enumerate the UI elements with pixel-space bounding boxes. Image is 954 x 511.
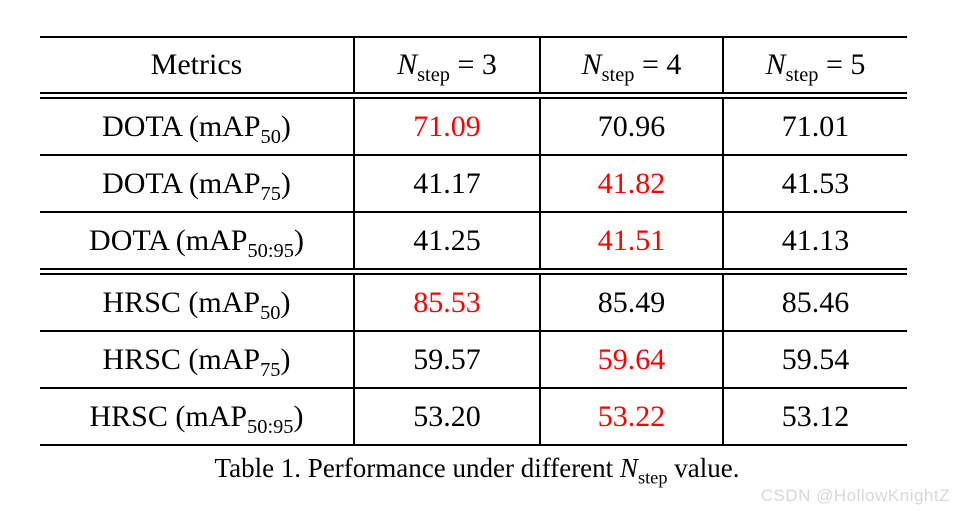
row-label-subscript: 50 <box>260 125 281 148</box>
row-label-prefix: HRSC (mAP <box>102 342 261 376</box>
caption-tail: value. <box>667 453 740 483</box>
nstep-subscript: step <box>785 64 819 86</box>
value-cell: 53.20 <box>353 388 540 445</box>
value-cell: 41.25 <box>353 212 540 272</box>
value-cell: 85.46 <box>722 271 907 331</box>
row-label-prefix: HRSC (mAP <box>102 285 261 319</box>
row-label-suffix: ) <box>280 166 291 200</box>
row-label-suffix: ) <box>280 285 291 319</box>
table-row-hrsc-map50: HRSC (mAP50) 85.53 85.49 85.46 <box>40 271 907 332</box>
row-label-suffix: ) <box>280 342 291 376</box>
table-caption: Table 1. Performance under different Nst… <box>0 451 954 488</box>
header-row: Metrics Nstep = 3 Nstep = 4 Nstep = 5 <box>40 37 907 96</box>
value-cell: 71.01 <box>722 95 907 155</box>
value-cell: 85.49 <box>539 271 723 331</box>
value-cell: 53.22 <box>539 388 723 445</box>
row-label: HRSC (mAP75) <box>40 331 354 388</box>
nstep-value: = 4 <box>634 48 682 81</box>
nstep-var: N <box>397 48 418 81</box>
csdn-watermark: CSDN @HollowKnightZ <box>760 486 950 505</box>
row-label-subscript: 50:95 <box>247 239 294 262</box>
value-cell: 59.64 <box>539 331 723 388</box>
row-label-prefix: HRSC (mAP <box>89 399 248 433</box>
value-cell: 41.13 <box>722 212 907 272</box>
table-row-dota-map50: DOTA (mAP50) 71.09 70.96 71.01 <box>40 95 907 156</box>
value-cell: 41.82 <box>539 155 723 212</box>
row-label: HRSC (mAP50) <box>40 272 354 332</box>
value-cell: 59.57 <box>353 331 540 388</box>
nstep-var: N <box>581 48 602 81</box>
value-cell: 41.51 <box>539 212 723 272</box>
metrics-label: Metrics <box>150 48 243 81</box>
row-label-prefix: DOTA (mAP <box>102 166 261 200</box>
nstep-subscript: step <box>601 64 635 86</box>
table-row-dota-map75: DOTA (mAP75) 41.17 41.82 41.53 <box>40 155 907 212</box>
row-label: DOTA (mAP75) <box>40 155 354 212</box>
metrics-column-header: Metrics <box>40 37 354 96</box>
value-cell: 70.96 <box>539 95 723 155</box>
value-cell: 41.53 <box>722 155 907 212</box>
row-label-subscript: 50 <box>260 301 281 324</box>
row-label-suffix: ) <box>293 223 304 257</box>
nstep-value: = 3 <box>449 48 497 81</box>
row-label-subscript: 75 <box>260 182 281 205</box>
caption-text: Table 1. Performance under different <box>214 453 620 483</box>
row-label-suffix: ) <box>293 399 304 433</box>
table-row-hrsc-map75: HRSC (mAP75) 59.57 59.64 59.54 <box>40 331 907 388</box>
row-label-prefix: DOTA (mAP <box>102 109 261 143</box>
nstep-value: = 5 <box>818 48 866 81</box>
table-row-dota-map5095: DOTA (mAP50:95) 41.25 41.51 41.13 <box>40 212 907 272</box>
value-cell: 53.12 <box>722 388 907 445</box>
nstep-3-column-header: Nstep = 3 <box>353 37 540 96</box>
row-label: HRSC (mAP50:95) <box>40 388 354 445</box>
row-label: DOTA (mAP50:95) <box>40 212 354 272</box>
nstep-4-column-header: Nstep = 4 <box>539 37 723 96</box>
row-label-subscript: 75 <box>260 358 281 381</box>
caption-nstep-subscript: step <box>637 467 668 488</box>
value-cell: 71.09 <box>353 95 540 155</box>
value-cell: 41.17 <box>353 155 540 212</box>
nstep-subscript: step <box>417 64 450 86</box>
row-label-prefix: DOTA (mAP <box>89 223 248 257</box>
row-label-subscript: 50:95 <box>247 415 294 438</box>
value-cell: 59.54 <box>722 331 907 388</box>
row-label-suffix: ) <box>280 109 291 143</box>
value-cell: 85.53 <box>353 271 540 331</box>
nstep-var: N <box>765 48 786 81</box>
results-table: Metrics Nstep = 3 Nstep = 4 Nstep = 5 DO… <box>40 36 907 446</box>
caption-nstep-var: N <box>619 453 638 483</box>
nstep-5-column-header: Nstep = 5 <box>722 37 907 96</box>
table-row-hrsc-map5095: HRSC (mAP50:95) 53.20 53.22 53.12 <box>40 388 907 445</box>
row-label: DOTA (mAP50) <box>40 96 354 156</box>
